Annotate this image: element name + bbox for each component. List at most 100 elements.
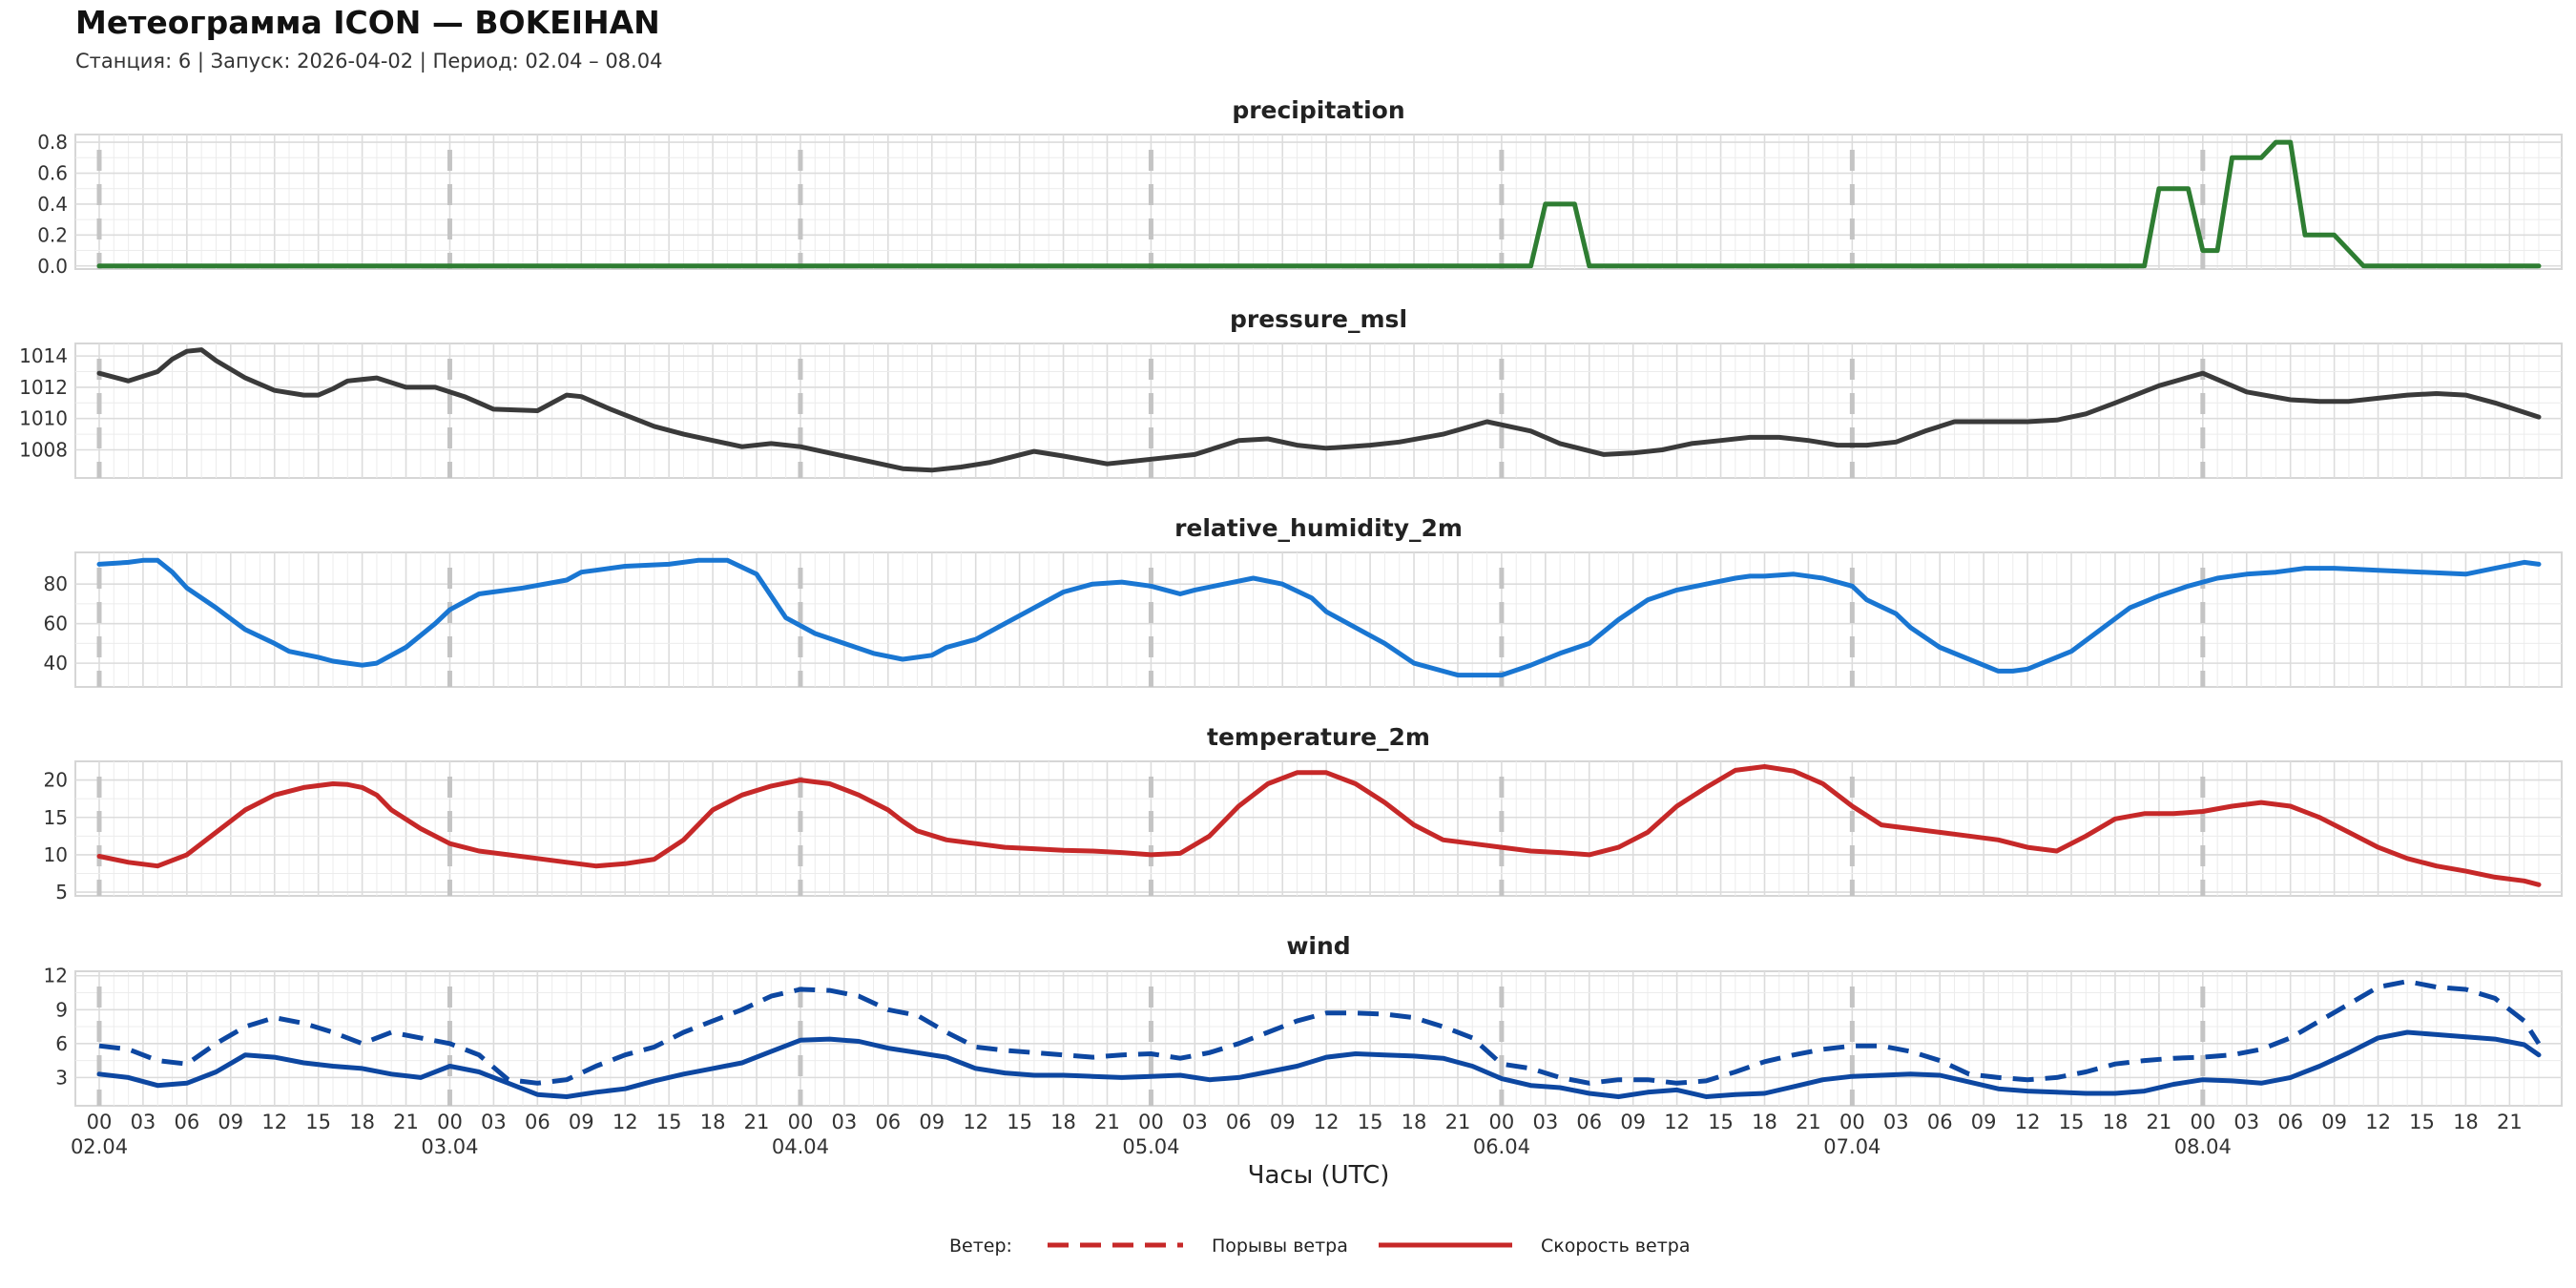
x-tick-label: 00 — [437, 1111, 463, 1133]
y-tick-label: 1010 — [19, 407, 68, 430]
panel-wind: 3 6 9 12 wind — [44, 932, 2563, 1107]
x-tick-label: 00 — [1489, 1111, 1515, 1133]
y-tick-label: 15 — [44, 806, 68, 829]
x-day-label: 07.04 — [1823, 1135, 1880, 1158]
x-tick-label: 18 — [1752, 1111, 1777, 1133]
series-line-порывы-ветра — [98, 979, 2542, 1086]
x-tick-label: 09 — [1971, 1111, 1997, 1133]
panel-frame — [74, 970, 2563, 1107]
x-day-label: 05.04 — [1122, 1135, 1179, 1158]
x-tick-label: 03 — [1532, 1111, 1558, 1133]
legend-title: Ветер: — [949, 1236, 1012, 1257]
x-tick-label: 09 — [1270, 1111, 1296, 1133]
x-tick-label: 12 — [1314, 1111, 1340, 1133]
x-day-label: 02.04 — [71, 1135, 128, 1158]
y-tick-label: 0.8 — [37, 131, 68, 154]
panel-frame — [74, 551, 2563, 688]
x-tick-label: 21 — [2147, 1111, 2172, 1133]
x-tick-label: 15 — [2409, 1111, 2435, 1133]
x-tick-label: 12 — [963, 1111, 988, 1133]
x-tick-label: 09 — [919, 1111, 945, 1133]
y-tick-label: 10 — [44, 843, 68, 866]
x-tick-label: 15 — [656, 1111, 682, 1133]
x-tick-label: 06 — [175, 1111, 200, 1133]
x-tick-label: 03 — [1182, 1111, 1208, 1133]
legend-label-speed: Скорость ветра — [1541, 1236, 1690, 1257]
y-tick-label: 40 — [44, 652, 68, 675]
x-tick-label: 00 — [87, 1111, 113, 1133]
x-tick-label: 12 — [1664, 1111, 1690, 1133]
series-line-precipitation — [96, 139, 2542, 269]
legend-label-gusts: Порывы ветра — [1212, 1236, 1348, 1257]
x-tick-label: 12 — [2365, 1111, 2391, 1133]
x-tick-label: 03 — [832, 1111, 858, 1133]
x-tick-label: 00 — [2190, 1111, 2215, 1133]
x-day-label: 08.04 — [2174, 1135, 2232, 1158]
x-tick-label: 15 — [2059, 1111, 2085, 1133]
x-tick-label: 18 — [349, 1111, 375, 1133]
x-tick-label: 21 — [744, 1111, 770, 1133]
x-tick-label: 18 — [2453, 1111, 2479, 1133]
x-tick-label: 18 — [700, 1111, 726, 1133]
x-tick-label: 09 — [218, 1111, 243, 1133]
y-tick-label: 1008 — [19, 438, 68, 461]
y-tick-label: 60 — [44, 613, 68, 635]
x-tick-label: 03 — [2233, 1111, 2259, 1133]
x-tick-label: 12 — [261, 1111, 287, 1133]
y-tick-label: 3 — [55, 1066, 68, 1089]
y-tick-label: 0.0 — [37, 255, 68, 278]
x-tick-label: 06 — [875, 1111, 901, 1133]
x-tick-label: 12 — [613, 1111, 638, 1133]
y-tick-label: 0.4 — [37, 193, 68, 216]
x-tick-label: 03 — [131, 1111, 156, 1133]
series-line-relative-humidity-2m — [96, 557, 2542, 678]
x-tick-label: 09 — [569, 1111, 594, 1133]
y-tick-label: 6 — [55, 1032, 68, 1055]
x-tick-label: 21 — [1445, 1111, 1471, 1133]
panel-title: pressure_msl — [1230, 305, 1407, 333]
x-tick-label: 21 — [1094, 1111, 1120, 1133]
x-tick-label: 15 — [305, 1111, 331, 1133]
y-tick-label: 0.2 — [37, 223, 68, 246]
x-tick-label: 15 — [1708, 1111, 1734, 1133]
series-line-pressure-msl — [96, 347, 2542, 473]
y-tick-label: 5 — [55, 881, 68, 904]
chart-subtitle: Станция: 6 | Запуск: 2026-04-02 | Период… — [75, 50, 663, 73]
y-tick-label: 9 — [55, 998, 68, 1021]
x-tick-label: 03 — [481, 1111, 507, 1133]
y-tick-label: 20 — [44, 769, 68, 792]
panel-title: relative_humidity_2m — [1174, 514, 1463, 542]
y-tick-label: 1014 — [19, 344, 68, 367]
x-tick-label: 06 — [2277, 1111, 2303, 1133]
x-tick-label: 06 — [1576, 1111, 1602, 1133]
x-day-label: 06.04 — [1473, 1135, 1530, 1158]
chart-title: Метеограмма ICON — BOKEIHAN — [75, 4, 660, 41]
panel-frame — [74, 343, 2563, 479]
x-tick-label: 21 — [1796, 1111, 1821, 1133]
series-line-temperature-2m — [96, 764, 2542, 887]
x-tick-label: 21 — [2497, 1111, 2523, 1133]
x-tick-label: 03 — [1883, 1111, 1909, 1133]
x-axis-label: Часы (UTC) — [1248, 1161, 1390, 1190]
panel-relative-humidity-2m: 40 60 80 relative_humidity_2m — [44, 514, 2563, 688]
x-tick-label: 00 — [1839, 1111, 1865, 1133]
x-tick-label: 15 — [1007, 1111, 1032, 1133]
x-tick-label: 06 — [525, 1111, 551, 1133]
x-tick-label: 06 — [1226, 1111, 1252, 1133]
y-tick-label: 12 — [44, 965, 68, 987]
x-tick-label: 00 — [788, 1111, 814, 1133]
y-tick-label: 1012 — [19, 376, 68, 399]
panel-precipitation: 0.0 0.2 0.4 0.6 0.8 precipitation — [37, 96, 2563, 278]
panel-title: temperature_2m — [1207, 723, 1430, 751]
x-tick-label: 15 — [1358, 1111, 1383, 1133]
series-line-скорость-ветра — [96, 1029, 2542, 1099]
x-tick-label: 00 — [1138, 1111, 1164, 1133]
x-axis: 00 03 06 09 12 15 18 21 00 03 06 09 12 15 18 21 00 03 06 09… — [71, 1111, 2523, 1190]
legend: Ветер: Порывы ветра Скорость ветра — [949, 1236, 1690, 1257]
y-tick-label: 0.6 — [37, 162, 68, 185]
x-tick-label: 18 — [1402, 1111, 1427, 1133]
y-tick-label: 80 — [44, 572, 68, 595]
x-day-label: 03.04 — [421, 1135, 478, 1158]
x-tick-label: 09 — [1620, 1111, 1646, 1133]
